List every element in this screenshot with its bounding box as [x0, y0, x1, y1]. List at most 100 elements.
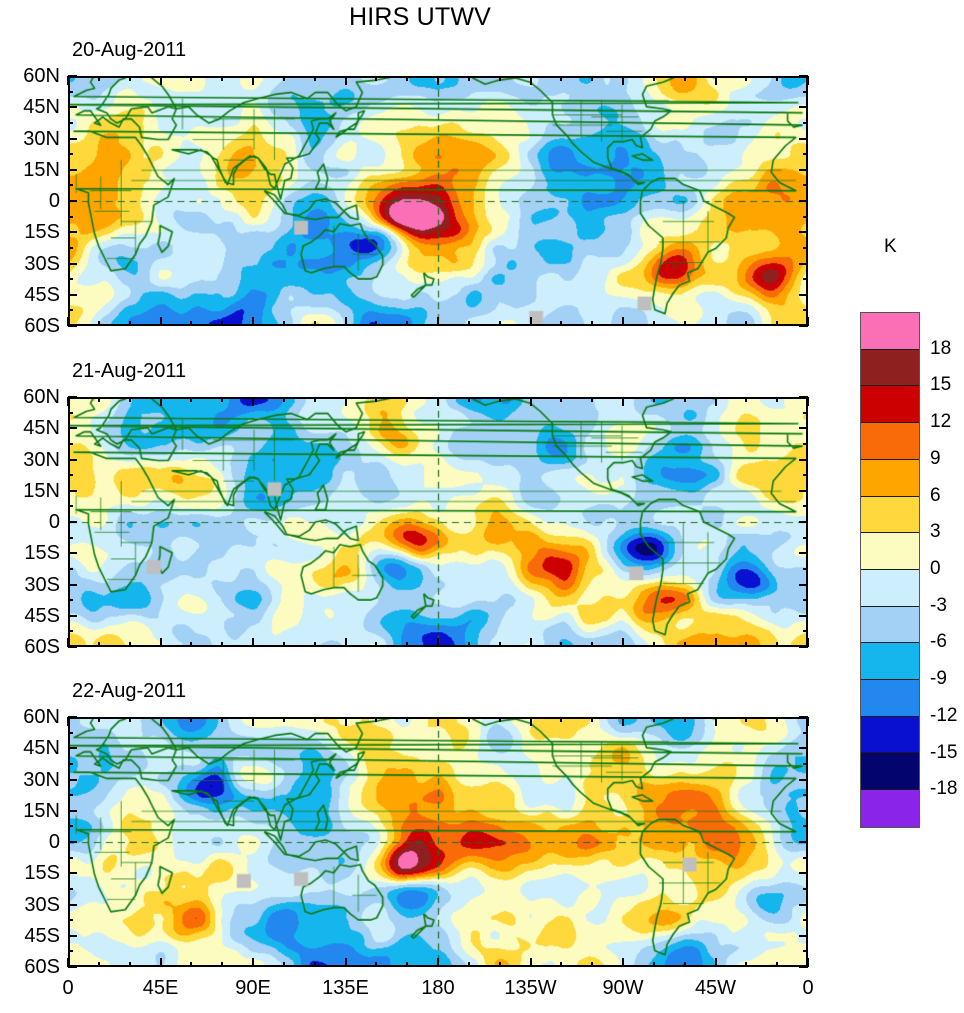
x-tick-minor [375, 397, 378, 402]
map-canvas-2 [70, 719, 806, 965]
y-tick-minor [803, 536, 808, 539]
y-axis-label: 60N [23, 386, 60, 408]
x-tick-minor [282, 76, 285, 81]
x-tick-minor [560, 642, 563, 647]
colorbar-band [861, 423, 919, 460]
y-tick-minor [803, 731, 808, 734]
y-tick-major [68, 75, 77, 77]
colorbar[interactable] [860, 312, 920, 828]
y-tick-minor [803, 794, 808, 797]
x-tick-major [252, 397, 254, 406]
y-tick-minor [68, 887, 73, 890]
colorbar-tick-label: -15 [930, 741, 958, 763]
x-tick-major [807, 76, 809, 85]
y-axis-label: 15N [23, 158, 60, 181]
y-tick-major [799, 168, 808, 171]
y-tick-minor [68, 762, 73, 765]
x-tick-minor [745, 717, 748, 722]
y-tick-minor [803, 90, 808, 93]
colorbar-tick-label: 9 [930, 447, 941, 469]
y-tick-major [799, 646, 808, 648]
colorbar-band [861, 716, 919, 754]
y-tick-minor [68, 731, 73, 734]
x-tick-minor [190, 321, 193, 326]
x-tick-minor [560, 397, 563, 402]
y-tick-major [68, 778, 77, 781]
y-tick-major [799, 809, 808, 812]
y-tick-major [68, 552, 77, 555]
y-tick-minor [68, 121, 73, 124]
x-tick-minor [560, 321, 563, 326]
colorbar-unit-label: K [884, 236, 897, 257]
y-tick-major [799, 841, 808, 843]
x-tick-minor [745, 76, 748, 81]
x-tick-minor [190, 397, 193, 402]
y-tick-major [68, 966, 77, 968]
x-tick-minor [683, 321, 686, 326]
x-tick-minor [591, 717, 594, 722]
y-tick-major [799, 325, 808, 327]
x-axis-label: 0 [62, 977, 74, 999]
y-tick-minor [803, 825, 808, 828]
y-tick-major [799, 293, 808, 296]
x-axis-label: 90W [602, 977, 644, 999]
x-tick-minor [97, 717, 100, 722]
y-tick-minor [68, 411, 73, 414]
x-tick-minor [467, 642, 470, 647]
x-tick-minor [652, 717, 655, 722]
x-tick-major [67, 638, 69, 647]
x-tick-minor [745, 642, 748, 647]
y-tick-major [68, 646, 77, 648]
y-tick-major [68, 293, 77, 296]
x-tick-major [437, 638, 439, 647]
y-tick-major [68, 262, 77, 265]
y-tick-minor [68, 153, 73, 156]
y-axis-label: 45S [24, 604, 60, 627]
x-tick-major [529, 76, 532, 85]
y-tick-minor [68, 630, 73, 633]
x-axis-label: 45E [142, 977, 179, 999]
x-tick-major [714, 76, 717, 85]
map-canvas-0 [70, 78, 806, 324]
y-tick-minor [68, 567, 73, 570]
x-tick-major [437, 397, 439, 406]
colorbar-tick-label: -3 [930, 594, 947, 616]
colorbar-tick-label: 0 [930, 558, 941, 579]
x-tick-minor [97, 642, 100, 647]
y-tick-major [68, 106, 77, 109]
x-tick-major [344, 958, 347, 967]
x-tick-minor [406, 962, 409, 967]
y-tick-major [68, 521, 77, 523]
y-tick-minor [68, 215, 73, 218]
x-tick-minor [652, 76, 655, 81]
y-tick-minor [68, 246, 73, 249]
y-tick-minor [803, 950, 808, 953]
x-tick-minor [498, 321, 501, 326]
y-axis-label: 15S [24, 542, 60, 565]
y-tick-major [68, 583, 77, 586]
x-tick-minor [313, 717, 316, 722]
colorbar-tick-label: -18 [930, 778, 958, 800]
colorbar-band [861, 459, 919, 497]
y-axis-label: 15N [23, 479, 60, 502]
x-tick-major [807, 958, 809, 967]
x-tick-major [437, 317, 439, 326]
x-tick-major [714, 397, 717, 406]
x-tick-minor [560, 76, 563, 81]
x-tick-major [622, 958, 624, 967]
colorbar-band [861, 680, 919, 717]
x-tick-minor [776, 76, 779, 81]
y-tick-major [799, 427, 808, 430]
x-tick-minor [467, 321, 470, 326]
x-tick-major [159, 397, 162, 406]
x-tick-minor [282, 321, 285, 326]
y-tick-minor [68, 794, 73, 797]
y-tick-major [799, 778, 808, 781]
panel-date-0: 20-Aug-2011 [72, 39, 187, 61]
y-tick-major [68, 396, 77, 398]
y-tick-major [799, 262, 808, 265]
x-tick-minor [406, 717, 409, 722]
y-tick-minor [803, 567, 808, 570]
colorbar-band [861, 606, 919, 644]
colorbar-tick-label: 6 [930, 484, 941, 506]
